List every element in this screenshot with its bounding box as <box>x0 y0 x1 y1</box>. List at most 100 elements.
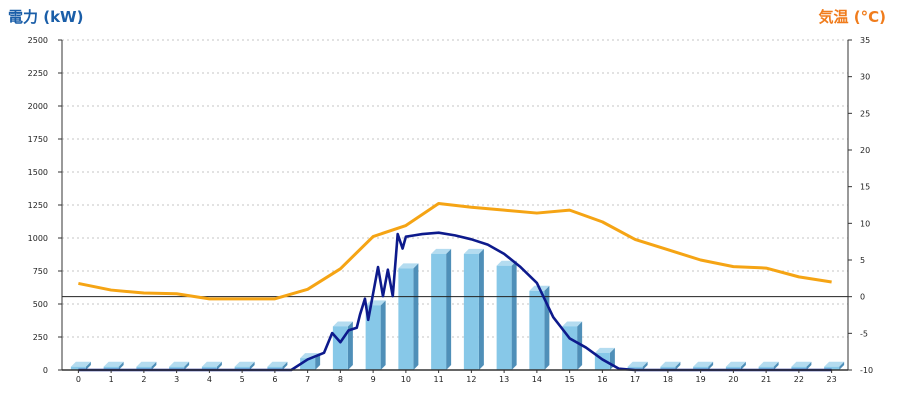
bar-face <box>693 366 709 370</box>
bar-side <box>511 260 517 370</box>
bar-top <box>201 361 222 367</box>
bar <box>398 263 419 370</box>
bar-face <box>234 366 250 370</box>
x-tick-label: 8 <box>338 375 343 384</box>
bar-side <box>675 361 681 370</box>
bar-top <box>267 361 288 367</box>
left-tick-label: 2500 <box>28 36 48 45</box>
bar <box>725 361 746 370</box>
bar-side <box>806 361 812 370</box>
bar-face <box>660 366 676 370</box>
bar-side <box>315 353 321 370</box>
x-tick-label: 2 <box>141 375 146 384</box>
bar <box>758 361 779 370</box>
bar-side <box>118 361 124 370</box>
right-tick-label: 0 <box>860 293 865 302</box>
x-tick-label: 11 <box>434 375 444 384</box>
left-tick-label: 500 <box>33 300 48 309</box>
left-axis-title: 電力 (kW) <box>8 8 84 26</box>
left-tick-label: 1000 <box>28 234 48 243</box>
x-tick-label: 19 <box>696 375 706 384</box>
bar-top <box>693 361 714 367</box>
bar <box>103 361 124 370</box>
bar <box>791 361 812 370</box>
bar-side <box>282 361 288 370</box>
bar-face <box>70 366 86 370</box>
bar-face <box>300 358 316 370</box>
bar-top <box>824 361 845 367</box>
bar <box>529 285 550 370</box>
bar <box>496 260 517 370</box>
bar-top <box>758 361 779 367</box>
bar-face <box>463 253 479 370</box>
bar <box>693 361 714 370</box>
bar-top <box>627 361 648 367</box>
x-tick-label: 6 <box>272 375 277 384</box>
x-tick-label: 15 <box>565 375 575 384</box>
right-tick-label: 5 <box>860 256 865 265</box>
bar <box>169 361 190 370</box>
bar-top <box>791 361 812 367</box>
bar-face <box>758 366 774 370</box>
bar-top <box>332 321 353 327</box>
bar <box>594 347 615 370</box>
right-tick-label: 20 <box>860 146 870 155</box>
left-tick-label: 2000 <box>28 102 48 111</box>
right-tick-label: -5 <box>860 329 868 338</box>
right-tick-label: 35 <box>860 36 870 45</box>
x-tick-label: 18 <box>663 375 673 384</box>
temperature-line <box>78 202 832 301</box>
x-tick-label: 22 <box>794 375 804 384</box>
x-tick-label: 14 <box>532 375 542 384</box>
x-tick-label: 12 <box>466 375 476 384</box>
bar <box>627 361 648 370</box>
x-tick-label: 17 <box>630 375 640 384</box>
x-tick-label: 5 <box>240 375 245 384</box>
x-tick-label: 10 <box>401 375 411 384</box>
bar-face <box>431 253 447 370</box>
bar-face <box>398 268 414 370</box>
bar-face <box>103 366 119 370</box>
bar-top <box>463 248 484 254</box>
bar-top <box>594 347 615 353</box>
bar-side <box>708 361 714 370</box>
bar <box>234 361 255 370</box>
x-tick-label: 13 <box>499 375 509 384</box>
x-tick-label: 1 <box>109 375 114 384</box>
left-tick-label: 1750 <box>28 135 48 144</box>
right-tick-label: -10 <box>860 366 873 375</box>
x-tick-label: 4 <box>207 375 212 384</box>
bar-top <box>562 321 583 327</box>
bar-top <box>103 361 124 367</box>
bar-side <box>478 248 484 370</box>
bar <box>463 248 484 370</box>
bar-top <box>70 361 91 367</box>
bar-face <box>496 265 512 370</box>
left-tick-label: 250 <box>33 333 48 342</box>
x-tick-label: 0 <box>76 375 81 384</box>
bar-side <box>151 361 157 370</box>
bar-face <box>267 366 283 370</box>
bar-side <box>839 361 845 370</box>
bar <box>70 361 91 370</box>
x-tick-label: 9 <box>371 375 376 384</box>
bar <box>300 353 321 370</box>
x-tick-label: 3 <box>174 375 179 384</box>
right-tick-label: 30 <box>860 73 870 82</box>
bar <box>365 300 386 370</box>
x-tick-label: 23 <box>827 375 837 384</box>
bar-side <box>85 361 91 370</box>
bar <box>660 361 681 370</box>
bar <box>562 321 583 370</box>
power-line <box>78 231 832 372</box>
bar-top <box>136 361 157 367</box>
bar-side <box>216 361 222 370</box>
bar-side <box>184 361 190 370</box>
bar-face <box>365 305 381 370</box>
bar-face <box>201 366 217 370</box>
right-tick-label: 15 <box>860 183 870 192</box>
bar <box>136 361 157 370</box>
bar-top <box>169 361 190 367</box>
